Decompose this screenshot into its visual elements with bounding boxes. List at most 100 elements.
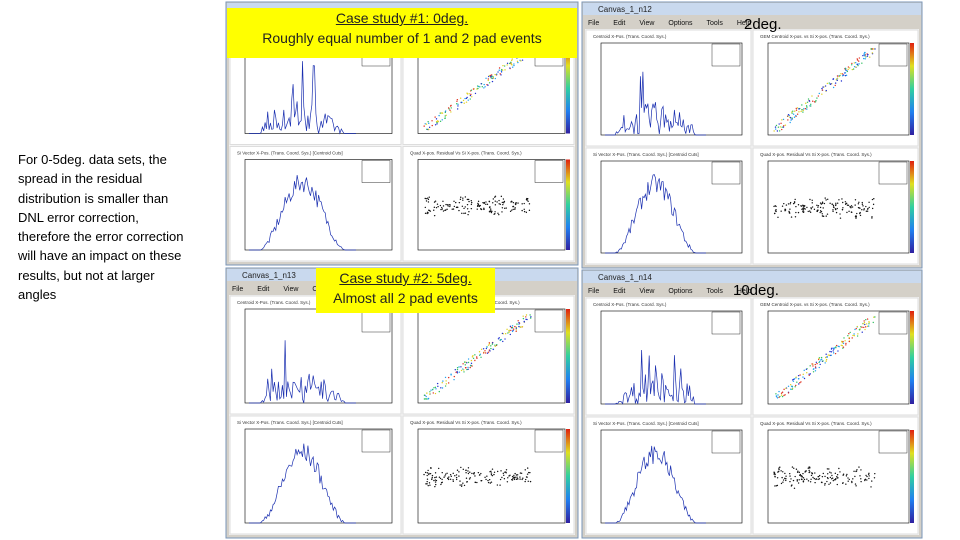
color-palette <box>566 309 570 403</box>
scatter-dot <box>860 480 862 483</box>
scatter-dot <box>780 392 783 394</box>
scatter-dot <box>860 469 862 471</box>
scatter-dot <box>502 202 505 204</box>
scatter-dot <box>775 210 777 213</box>
scatter-dot <box>796 107 799 109</box>
stats-box <box>361 309 391 333</box>
scatter-dot <box>802 210 804 212</box>
scatter-dot <box>502 472 505 475</box>
scatter-dot <box>779 395 781 398</box>
scatter-dot <box>796 480 798 482</box>
scatter-dot <box>458 366 460 368</box>
scatter-dot <box>426 474 428 477</box>
scatter-dot <box>512 208 514 211</box>
scatter-dot <box>828 354 831 357</box>
scatter-dot <box>856 58 858 60</box>
scatter-dot <box>845 344 847 346</box>
scatter-dot <box>488 74 491 77</box>
scatter-dot <box>439 477 442 480</box>
scatter-dot <box>803 207 805 210</box>
scatter-dot <box>820 203 823 205</box>
scatter-dot <box>431 474 434 477</box>
scatter-dot <box>832 350 834 352</box>
scatter-dot <box>428 196 430 198</box>
scatter-dot <box>836 75 839 77</box>
scatter-dot <box>829 471 831 473</box>
scatter-dot <box>435 388 437 390</box>
scatter-dot <box>438 476 441 478</box>
scatter-dot <box>863 51 866 54</box>
scatter-dot <box>517 320 519 322</box>
scatter-dot <box>821 89 824 91</box>
scatter-dot <box>832 204 835 207</box>
scatter-dot <box>832 352 835 354</box>
scatter-dot <box>785 475 787 477</box>
scatter-dot <box>825 358 828 361</box>
scatter-dot <box>874 472 876 475</box>
sidebar-line: results, but not at larger <box>18 267 155 283</box>
scatter-dot <box>813 477 815 480</box>
scatter-dot <box>423 394 426 396</box>
scatter-dot <box>787 115 789 117</box>
plot-frame <box>600 160 743 254</box>
scatter-dot <box>522 477 524 479</box>
scatter-dot <box>433 206 436 209</box>
scatter-dot <box>820 210 823 213</box>
scatter-dot <box>824 362 826 364</box>
scatter-dot <box>426 483 428 485</box>
scatter-dot <box>472 473 475 475</box>
window-title: Canvas_1_n14 <box>598 273 652 282</box>
scatter-dot <box>514 476 516 478</box>
scatter-dot <box>476 481 478 484</box>
scatter-dot <box>471 472 473 475</box>
scatter-dot <box>810 103 812 105</box>
scatter-dot <box>852 68 855 70</box>
scatter-dot <box>834 84 836 87</box>
scatter-dot <box>773 471 775 473</box>
scatter-dot <box>778 390 780 393</box>
plot-frame <box>600 42 743 136</box>
scatter-dot <box>452 479 454 481</box>
scatter-dot <box>811 202 813 204</box>
scatter-dot <box>428 482 431 484</box>
scatter-dot <box>773 205 775 208</box>
scatter-dot <box>778 123 780 125</box>
scatter-dot <box>802 111 804 113</box>
scatter-dot <box>871 217 873 219</box>
scatter-dot <box>854 199 857 201</box>
scatter-dot <box>811 199 813 201</box>
scatter-dot <box>488 342 491 344</box>
scatter-dot <box>832 78 835 80</box>
scatter-dot <box>484 352 487 354</box>
scatter-dot <box>425 395 427 398</box>
scatter-dot <box>446 472 448 475</box>
scatter-dot <box>800 381 802 383</box>
scatter-dot <box>803 369 805 372</box>
scatter-dot <box>491 80 494 83</box>
scatter-dot <box>842 482 844 484</box>
plot-pad <box>585 147 752 265</box>
scatter-dot <box>848 340 851 343</box>
scatter-dot <box>816 362 818 365</box>
menu-item: Tools <box>707 288 724 295</box>
scatter-dot <box>818 474 821 477</box>
scatter-dot <box>466 208 469 210</box>
scatter-dot <box>779 466 781 468</box>
scatter-dot <box>502 340 504 343</box>
scatter-dot <box>496 484 499 486</box>
scatter-dot <box>429 393 431 395</box>
scatter-dot <box>792 113 795 115</box>
scatter-dot <box>797 378 800 380</box>
callout-title: Case study #1: 0deg. <box>335 10 469 26</box>
scatter-dot <box>502 203 504 206</box>
scatter-dot <box>494 344 496 346</box>
scatter-dot <box>480 348 483 350</box>
scatter-dot <box>821 202 824 204</box>
scatter-dot <box>780 470 782 472</box>
scatter-dot <box>470 89 473 91</box>
scatter-dot <box>835 202 837 204</box>
scatter-dot <box>816 210 818 212</box>
scatter-dot <box>517 61 519 64</box>
scatter-dot <box>856 212 858 215</box>
scatter-dot <box>479 354 481 356</box>
